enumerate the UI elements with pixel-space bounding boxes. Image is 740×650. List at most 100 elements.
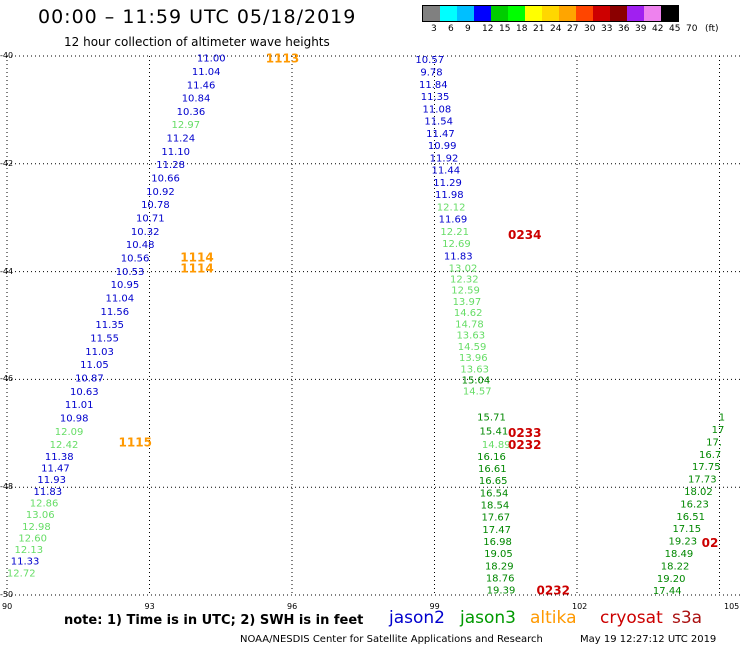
- wave-height-value: 1: [719, 413, 725, 424]
- wave-height-value: 16.65: [479, 476, 508, 487]
- wave-height-value: 15.71: [477, 413, 506, 424]
- legend-swatch: [610, 6, 627, 21]
- wave-height-value: 19.05: [484, 549, 513, 560]
- wave-height-value: 10.36: [177, 107, 206, 118]
- wave-height-value: 12.86: [30, 499, 59, 510]
- legend-label: 33: [601, 24, 613, 34]
- satellite-label-altika: altika: [530, 608, 577, 628]
- wave-height-value: 12.98: [22, 522, 51, 533]
- legend-label: 9: [465, 24, 471, 34]
- map-title: 00:00 – 11:59 UTC 05/18/2019: [38, 6, 357, 28]
- wave-height-value: 11.04: [106, 293, 135, 304]
- wave-height-value: 11.56: [100, 307, 129, 318]
- wave-height-value: 17.67: [481, 513, 510, 524]
- pass-time-label: 1113: [266, 52, 299, 66]
- wave-height-value: 11.35: [95, 320, 124, 331]
- satellite-label-s3a: s3a: [672, 608, 703, 628]
- wave-height-value: 12.09: [55, 427, 84, 438]
- legend-swatch: [576, 6, 593, 21]
- wave-height-value: 16.98: [483, 537, 512, 548]
- wave-height-value: 11.84: [419, 80, 448, 91]
- legend-swatch: [440, 6, 457, 21]
- wave-height-value: 16.23: [680, 499, 709, 510]
- legend-label: 12: [482, 24, 494, 34]
- wave-height-value: 19.23: [669, 537, 698, 548]
- longitude-label: 96: [287, 602, 298, 611]
- longitude-label: 105: [724, 602, 740, 611]
- wave-height-value: 12.42: [50, 440, 79, 451]
- legend-label: 27: [567, 24, 579, 34]
- wave-height-value: 17.75: [692, 462, 721, 473]
- wave-height-value: 10.66: [151, 174, 180, 185]
- wave-height-value: 17: [712, 425, 725, 436]
- wave-height-value: 16.54: [480, 488, 509, 499]
- legend-label: 36: [618, 24, 630, 34]
- legend-swatch: [627, 6, 644, 21]
- generated-timestamp: May 19 12:27:12 UTC 2019: [580, 634, 717, 645]
- longitude-label: 90: [2, 602, 13, 611]
- legend-swatch: [508, 6, 525, 21]
- legend-swatch: [559, 6, 576, 21]
- wave-height-value: 12.12: [437, 202, 466, 213]
- wave-height-value: 14.89: [482, 440, 511, 451]
- wave-height-value: 11.83: [444, 251, 473, 262]
- wave-height-value: 11.28: [156, 160, 185, 171]
- wave-height-value: 11.47: [426, 129, 455, 140]
- longitude-label: 99: [429, 602, 440, 611]
- wave-height-value: 11.44: [431, 166, 460, 177]
- wave-height-value: 13.63: [460, 364, 489, 375]
- legend-swatch: [593, 6, 610, 21]
- wave-height-value: 11.03: [85, 347, 114, 358]
- wave-height-value: 12.69: [442, 239, 471, 250]
- legend-swatch: [542, 6, 559, 21]
- footer-note: note: 1) Time is in UTC; 2) SWH is in fe…: [64, 613, 364, 628]
- pass-time-label: 0234: [508, 228, 541, 242]
- wave-height-value: 10.57: [415, 55, 444, 66]
- wave-height-value: 10.71: [136, 214, 165, 225]
- wave-height-value: 12.59: [451, 286, 480, 297]
- wave-height-value: 16.61: [478, 464, 507, 475]
- wave-height-value: 12.13: [15, 545, 44, 556]
- pass-time-label: 0232: [537, 584, 570, 598]
- wave-height-value: 16.7: [699, 450, 721, 461]
- wave-height-value: 19.20: [657, 574, 686, 585]
- wave-height-value: 11.05: [80, 360, 109, 371]
- wave-height-value: 18.76: [486, 573, 515, 584]
- wave-height-value: 11.35: [421, 92, 450, 103]
- wave-height-value: 19.39: [487, 586, 516, 597]
- wave-height-value: 11.93: [37, 475, 66, 486]
- latitude-label: -40: [0, 51, 14, 60]
- wave-height-value: 11.04: [192, 67, 221, 78]
- wave-height-value: 11.98: [435, 190, 464, 201]
- wave-height-value: 11.47: [41, 464, 70, 475]
- wave-height-value: 17.47: [482, 525, 511, 536]
- satellite-label-jason2: jason2: [389, 608, 445, 628]
- legend-label: 3: [431, 24, 437, 34]
- wave-height-value: 18.29: [485, 561, 514, 572]
- latitude-label: -44: [0, 266, 14, 276]
- wave-height-value: 18.54: [481, 501, 510, 512]
- legend-label: 24: [550, 24, 562, 34]
- wave-height-value: 15.04: [462, 375, 491, 386]
- wave-height-value: 10.56: [121, 254, 150, 265]
- wave-height-value: 13.02: [449, 263, 478, 274]
- wave-height-value: 11.83: [34, 487, 63, 498]
- wave-height-value: 17.15: [672, 524, 701, 535]
- longitude-label: 102: [572, 602, 588, 611]
- wave-height-value: 11.33: [11, 557, 40, 568]
- wave-height-value: 13.97: [453, 297, 482, 308]
- legend-label: 70: [686, 24, 698, 34]
- legend-label: 45: [669, 24, 681, 34]
- pass-time-label: 02: [702, 536, 719, 550]
- wave-height-value: 17.73: [688, 475, 717, 486]
- legend-label: 42: [652, 24, 664, 34]
- legend-swatch: [423, 6, 440, 21]
- latitude-label: -50: [0, 590, 14, 599]
- wave-height-value: 11.10: [161, 147, 190, 158]
- legend-swatch: [474, 6, 491, 21]
- map-subtitle: 12 hour collection of altimeter wave hei…: [64, 35, 330, 49]
- color-legend: 3 6 9 12 15 18 21 24 27 30 33 36 39 42 45 70 (ft): [422, 5, 719, 36]
- wave-height-value: 11.38: [45, 452, 74, 463]
- wave-height-value: 13.63: [456, 331, 485, 342]
- wave-height-value: 16.51: [676, 512, 705, 523]
